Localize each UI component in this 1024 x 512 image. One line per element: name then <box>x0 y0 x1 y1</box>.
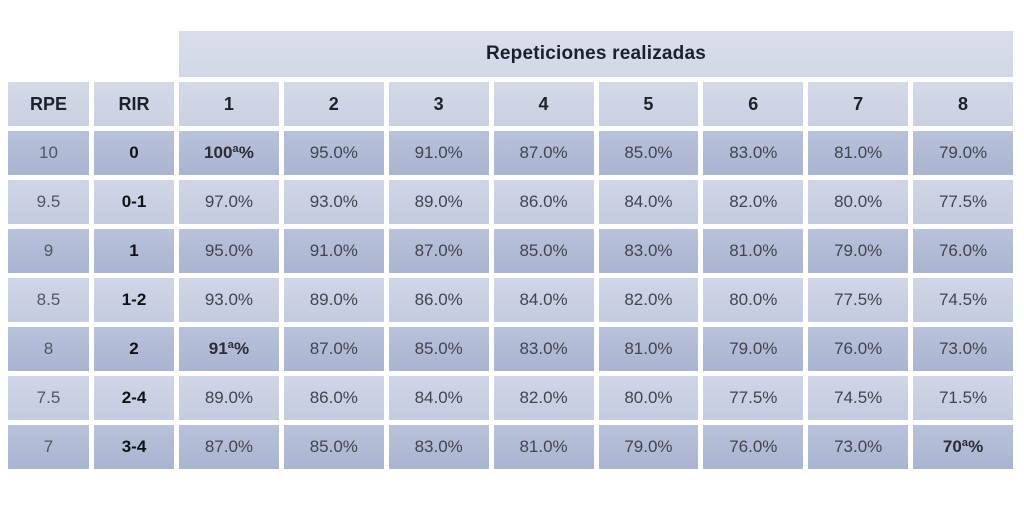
value-cell: 95.0% <box>179 229 279 273</box>
rir-cell: 0-1 <box>94 180 174 224</box>
value-cell: 81.0% <box>598 327 699 371</box>
table-title: Repeticiones realizadas <box>179 31 1013 77</box>
value-cell: 89.0% <box>179 376 279 420</box>
value-cell: 70ª% <box>913 425 1013 469</box>
value-cell: 79.0% <box>598 425 699 469</box>
value-cell: 77.5% <box>808 278 909 322</box>
value-cell: 71.5% <box>913 376 1013 420</box>
value-cell: 83.0% <box>388 425 489 469</box>
value-cell: 87.0% <box>388 229 489 273</box>
value-cell: 86.0% <box>388 278 489 322</box>
col-header-rep-8: 8 <box>913 82 1013 126</box>
col-header-rep-5: 5 <box>598 82 699 126</box>
rir-cell: 2 <box>94 327 174 371</box>
value-cell: 91.0% <box>388 131 489 175</box>
value-cell: 77.5% <box>913 180 1013 224</box>
rpe-cell: 7 <box>8 425 89 469</box>
table-row-rpe-7: 7 3-4 87.0% 85.0% 83.0% 81.0% 79.0% 76.0… <box>8 425 1013 469</box>
value-cell: 76.0% <box>808 327 909 371</box>
rir-cell: 3-4 <box>94 425 174 469</box>
table-row-rpe-8: 8 2 91ª% 87.0% 85.0% 83.0% 81.0% 79.0% 7… <box>8 327 1013 371</box>
value-cell: 86.0% <box>283 376 384 420</box>
value-cell: 87.0% <box>179 425 279 469</box>
value-cell: 79.0% <box>913 131 1013 175</box>
value-cell: 95.0% <box>283 131 384 175</box>
rpe-cell: 8.5 <box>8 278 89 322</box>
value-cell: 80.0% <box>703 278 804 322</box>
rir-cell: 2-4 <box>94 376 174 420</box>
value-cell: 93.0% <box>283 180 384 224</box>
table-row-rpe-7-5: 7.5 2-4 89.0% 86.0% 84.0% 82.0% 80.0% 77… <box>8 376 1013 420</box>
table-row-rpe-8-5: 8.5 1-2 93.0% 89.0% 86.0% 84.0% 82.0% 80… <box>8 278 1013 322</box>
value-cell: 80.0% <box>808 180 909 224</box>
value-cell: 85.0% <box>493 229 594 273</box>
value-cell: 81.0% <box>808 131 909 175</box>
value-cell: 79.0% <box>808 229 909 273</box>
rpe-cell: 9.5 <box>8 180 89 224</box>
value-cell: 83.0% <box>493 327 594 371</box>
value-cell: 89.0% <box>283 278 384 322</box>
value-cell: 85.0% <box>283 425 384 469</box>
value-cell: 79.0% <box>703 327 804 371</box>
rpe-cell: 8 <box>8 327 89 371</box>
value-cell: 86.0% <box>493 180 594 224</box>
value-cell: 74.5% <box>808 376 909 420</box>
value-cell: 73.0% <box>913 327 1013 371</box>
value-cell: 81.0% <box>703 229 804 273</box>
rir-cell: 0 <box>94 131 174 175</box>
header-row: RPE RIR 1 2 3 4 5 6 7 8 <box>8 82 1013 126</box>
rir-cell: 1 <box>94 229 174 273</box>
value-cell: 91.0% <box>283 229 384 273</box>
col-header-rep-4: 4 <box>493 82 594 126</box>
value-cell: 87.0% <box>493 131 594 175</box>
rir-cell: 1-2 <box>94 278 174 322</box>
rpe-cell: 7.5 <box>8 376 89 420</box>
title-row: Repeticiones realizadas <box>8 31 1013 77</box>
table-row-rpe-9-5: 9.5 0-1 97.0% 93.0% 89.0% 86.0% 84.0% 82… <box>8 180 1013 224</box>
value-cell: 97.0% <box>179 180 279 224</box>
value-cell: 76.0% <box>703 425 804 469</box>
rpe-cell: 10 <box>8 131 89 175</box>
col-header-rpe: RPE <box>8 82 89 126</box>
col-header-rep-7: 7 <box>808 82 909 126</box>
rpe-percentage-table: Repeticiones realizadas RPE RIR 1 2 3 4 … <box>3 26 1018 474</box>
value-cell: 84.0% <box>493 278 594 322</box>
title-row-spacer <box>8 31 174 77</box>
value-cell: 85.0% <box>388 327 489 371</box>
value-cell: 74.5% <box>913 278 1013 322</box>
value-cell: 87.0% <box>283 327 384 371</box>
col-header-rep-2: 2 <box>283 82 384 126</box>
value-cell: 91ª% <box>179 327 279 371</box>
value-cell: 100ª% <box>179 131 279 175</box>
col-header-rep-1: 1 <box>179 82 279 126</box>
value-cell: 82.0% <box>493 376 594 420</box>
value-cell: 82.0% <box>598 278 699 322</box>
col-header-rir: RIR <box>94 82 174 126</box>
value-cell: 84.0% <box>388 376 489 420</box>
value-cell: 77.5% <box>703 376 804 420</box>
value-cell: 82.0% <box>703 180 804 224</box>
value-cell: 83.0% <box>598 229 699 273</box>
value-cell: 84.0% <box>598 180 699 224</box>
value-cell: 85.0% <box>598 131 699 175</box>
value-cell: 73.0% <box>808 425 909 469</box>
value-cell: 80.0% <box>598 376 699 420</box>
table-row-rpe-9: 9 1 95.0% 91.0% 87.0% 85.0% 83.0% 81.0% … <box>8 229 1013 273</box>
col-header-rep-3: 3 <box>388 82 489 126</box>
value-cell: 89.0% <box>388 180 489 224</box>
rpe-cell: 9 <box>8 229 89 273</box>
value-cell: 76.0% <box>913 229 1013 273</box>
table-row-rpe-10: 10 0 100ª% 95.0% 91.0% 87.0% 85.0% 83.0%… <box>8 131 1013 175</box>
value-cell: 83.0% <box>703 131 804 175</box>
value-cell: 81.0% <box>493 425 594 469</box>
value-cell: 93.0% <box>179 278 279 322</box>
col-header-rep-6: 6 <box>703 82 804 126</box>
